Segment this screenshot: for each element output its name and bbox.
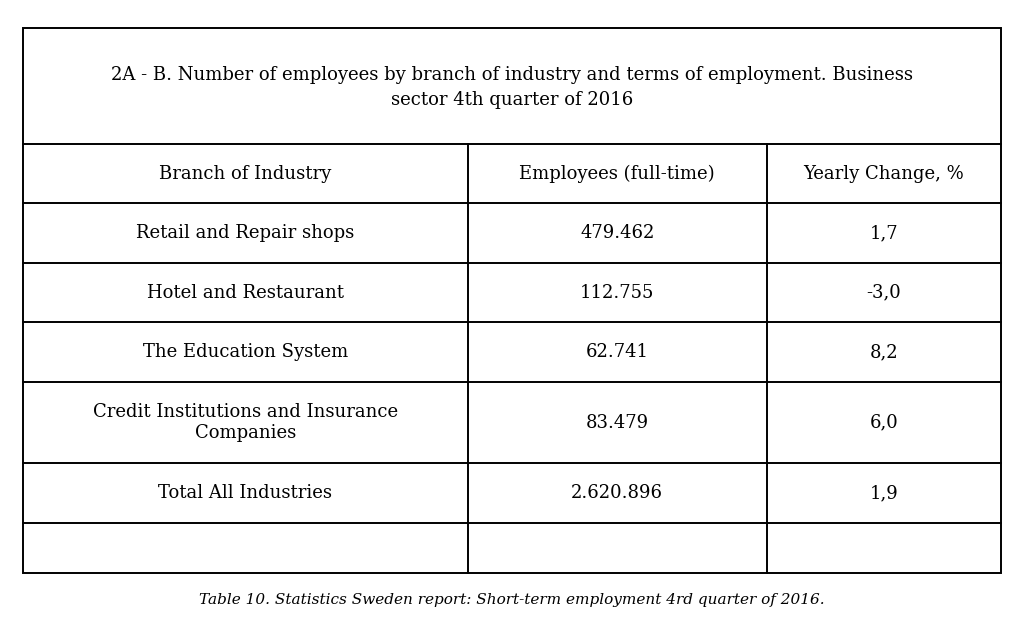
Text: Branch of Industry: Branch of Industry: [159, 165, 332, 183]
Text: 62.741: 62.741: [586, 343, 649, 361]
Text: 1,9: 1,9: [869, 484, 898, 502]
Text: Yearly Change, %: Yearly Change, %: [804, 165, 965, 183]
Text: 479.462: 479.462: [580, 224, 654, 242]
Text: 2A - B. Number of employees by branch of industry and terms of employment. Busin: 2A - B. Number of employees by branch of…: [111, 66, 913, 84]
Text: 83.479: 83.479: [586, 414, 649, 431]
Text: Credit Institutions and Insurance
Companies: Credit Institutions and Insurance Compan…: [93, 403, 397, 442]
Text: Total All Industries: Total All Industries: [159, 484, 332, 502]
Text: 8,2: 8,2: [869, 343, 898, 361]
Text: Hotel and Restaurant: Hotel and Restaurant: [146, 284, 344, 302]
Text: The Education System: The Education System: [142, 343, 348, 361]
Text: Table 10. Statistics Sweden report: Short-term employment 4rd quarter of 2016.: Table 10. Statistics Sweden report: Shor…: [200, 593, 824, 607]
Text: 2.620.896: 2.620.896: [571, 484, 664, 502]
Text: -3,0: -3,0: [866, 284, 901, 302]
Text: 1,7: 1,7: [869, 224, 898, 242]
Text: 6,0: 6,0: [869, 414, 898, 431]
Text: Retail and Repair shops: Retail and Repair shops: [136, 224, 354, 242]
Text: sector 4th quarter of 2016: sector 4th quarter of 2016: [391, 91, 633, 109]
Bar: [23, 28, 1001, 573]
Text: 112.755: 112.755: [580, 284, 654, 302]
Text: Employees (full-time): Employees (full-time): [519, 165, 715, 183]
